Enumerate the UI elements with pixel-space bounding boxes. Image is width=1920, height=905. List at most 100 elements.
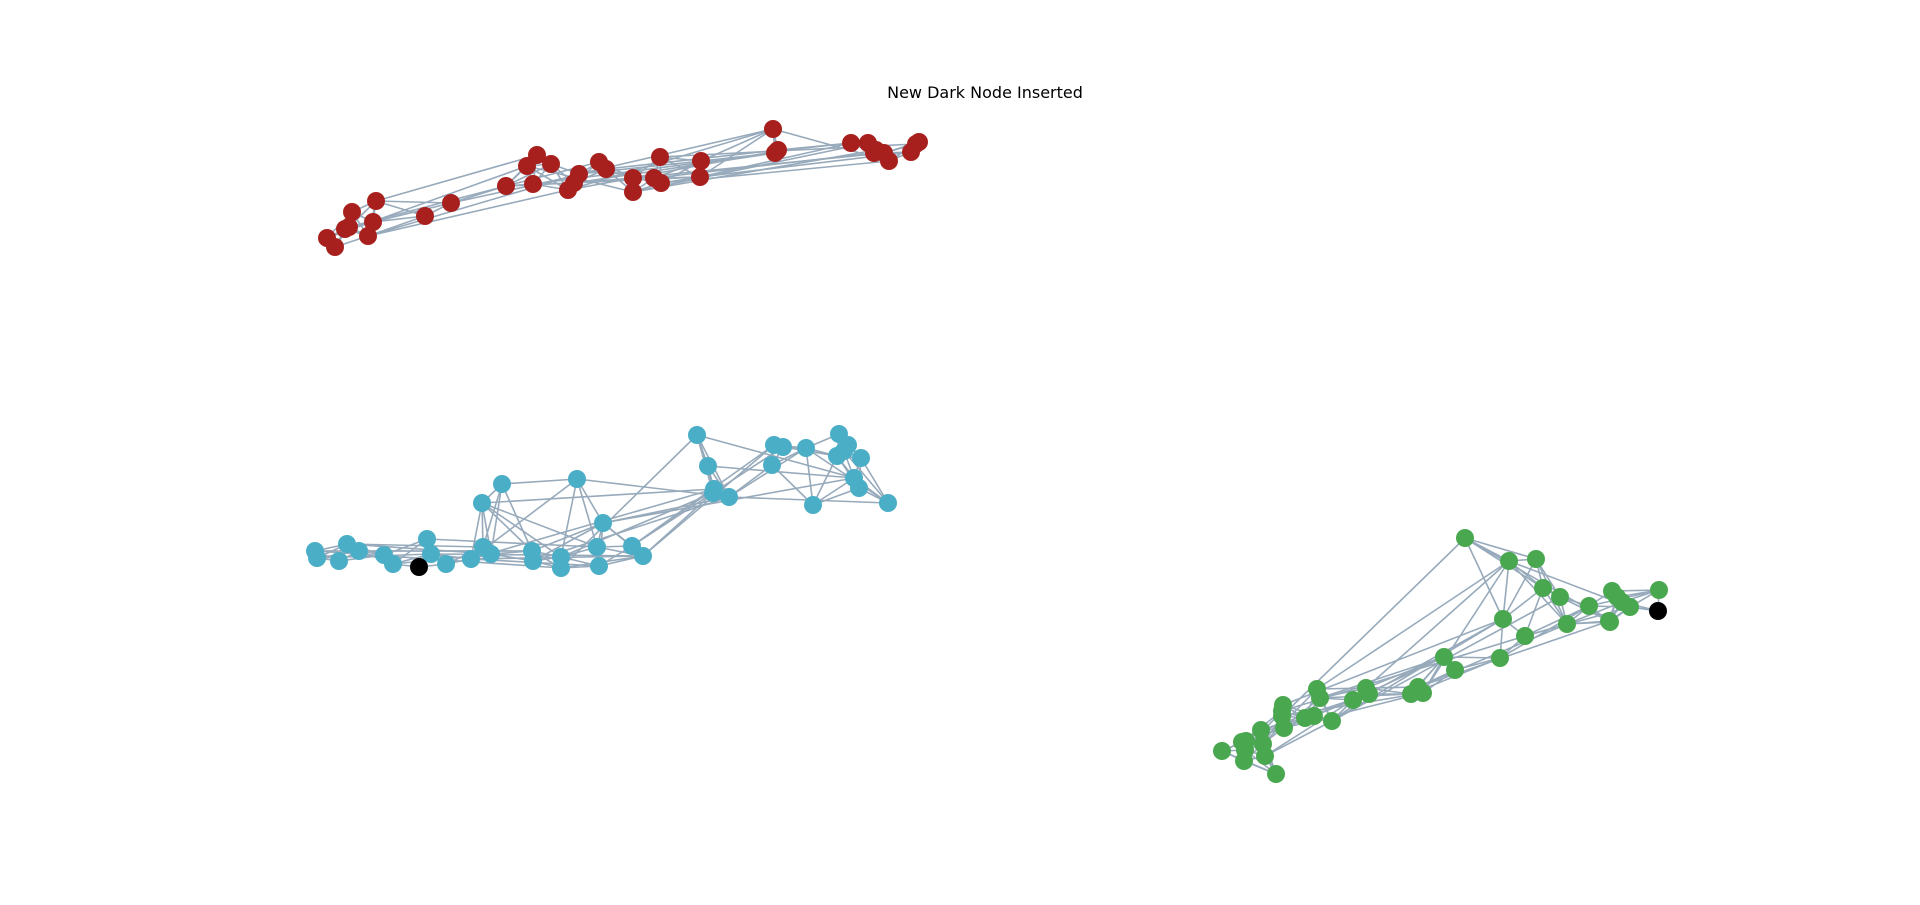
- graph-node-blue: [568, 470, 586, 488]
- graph-node-blue: [524, 552, 542, 570]
- graph-edge-blue: [532, 522, 604, 562]
- graph-node-green: [1256, 747, 1274, 765]
- graph-node-red: [565, 174, 583, 192]
- graph-node-green: [1237, 732, 1255, 750]
- graph-node-red: [343, 203, 361, 221]
- graph-node-red: [597, 160, 615, 178]
- graph-edge-blue: [560, 434, 698, 569]
- graph-edge-blue: [481, 502, 533, 552]
- graph-node-blue: [462, 550, 480, 568]
- graph-node-green: [1275, 719, 1293, 737]
- graph-edge-red: [777, 142, 852, 151]
- graph-edge-blue: [501, 478, 578, 485]
- graph-node-red: [652, 174, 670, 192]
- graph-node-blue: [804, 496, 822, 514]
- graph-node-blue: [835, 442, 853, 460]
- graph-edge-red: [367, 189, 569, 237]
- graph-edge-green: [1535, 558, 1568, 625]
- graph-edge-green: [1422, 560, 1510, 694]
- graph-node-red: [340, 218, 358, 236]
- graph-edge-blue: [482, 483, 503, 548]
- graph-edge-blue: [470, 502, 483, 560]
- graph-node-green: [1435, 648, 1453, 666]
- graph-node-blue: [482, 545, 500, 563]
- graph-node-green: [1235, 752, 1253, 770]
- graph-node-red: [764, 120, 782, 138]
- graph-edge-blue: [707, 465, 855, 479]
- graph-edge-blue: [771, 464, 814, 506]
- graph-node-blue: [588, 538, 606, 556]
- graph-node-green: [1311, 689, 1329, 707]
- graph-edge-red: [700, 128, 774, 162]
- graph-node-green: [1527, 550, 1545, 568]
- graph-edge-green: [1499, 605, 1590, 659]
- graph-node-red: [524, 175, 542, 193]
- graph-node-blue: [797, 439, 815, 457]
- graph-node-green: [1213, 742, 1231, 760]
- graph-node-green: [1267, 765, 1285, 783]
- graph-node-red: [867, 141, 885, 159]
- graph-edge-blue: [481, 502, 598, 548]
- graph-node-blue: [879, 494, 897, 512]
- graph-node-green: [1580, 597, 1598, 615]
- graph-node-blue: [552, 559, 570, 577]
- graph-edge-red: [375, 200, 452, 204]
- graph-node-blue: [384, 555, 402, 573]
- graph-node-blue: [699, 457, 717, 475]
- graph-edge-blue: [426, 538, 598, 548]
- graph-node-green: [1551, 588, 1569, 606]
- graph-node-red: [902, 143, 920, 161]
- graph-node-green: [1558, 615, 1576, 633]
- graph-node-blue: [590, 557, 608, 575]
- graph-node-green: [1296, 709, 1314, 727]
- graph-node-blue: [330, 552, 348, 570]
- graph-node-red: [528, 146, 546, 164]
- inserted-dark-node: [1649, 602, 1667, 620]
- graph-edge-green: [1319, 656, 1445, 699]
- graph-node-green: [1516, 627, 1534, 645]
- graph-node-red: [842, 134, 860, 152]
- graph-node-blue: [705, 480, 723, 498]
- graph-node-blue: [308, 549, 326, 567]
- graph-node-blue: [720, 488, 738, 506]
- graph-edge-blue: [805, 447, 814, 506]
- graph-edge-green: [1365, 560, 1510, 689]
- graph-edge-red: [567, 128, 774, 191]
- graph-node-blue: [422, 545, 440, 563]
- graph-node-green: [1323, 712, 1341, 730]
- graph-node-blue: [634, 547, 652, 565]
- graph-edge-blue: [470, 488, 715, 560]
- graph-node-red: [416, 207, 434, 225]
- graph-node-red: [624, 169, 642, 187]
- graph-edge-green: [1316, 560, 1510, 690]
- graph-node-green: [1650, 581, 1668, 599]
- graph-node-green: [1500, 552, 1518, 570]
- graph-edge-blue: [501, 483, 533, 552]
- graph-edge-red: [375, 154, 538, 202]
- graph-node-red: [542, 155, 560, 173]
- graph-edge-blue: [481, 502, 562, 558]
- graph-edge-red: [505, 161, 600, 187]
- graph-edge-green: [1524, 605, 1590, 637]
- graph-node-red: [692, 152, 710, 170]
- graph-node-red: [359, 227, 377, 245]
- graph-edge-green: [1464, 537, 1537, 560]
- graph-node-red: [624, 183, 642, 201]
- graph-edge-blue: [560, 492, 714, 558]
- graph-node-blue: [493, 475, 511, 493]
- graph-node-green: [1534, 579, 1552, 597]
- graph-node-blue: [852, 449, 870, 467]
- graph-node-red: [442, 194, 460, 212]
- graph-edge-red: [699, 128, 774, 178]
- graph-edge-blue: [812, 455, 838, 506]
- nodes-layer: [306, 120, 1668, 783]
- graph-node-green: [1446, 661, 1464, 679]
- graph-node-green: [1344, 691, 1362, 709]
- graph-edge-green: [1502, 558, 1537, 620]
- graph-node-red: [691, 168, 709, 186]
- graph-node-red: [769, 141, 787, 159]
- graph-node-red: [497, 177, 515, 195]
- graph-node-blue: [763, 456, 781, 474]
- graph-edge-blue: [843, 450, 889, 504]
